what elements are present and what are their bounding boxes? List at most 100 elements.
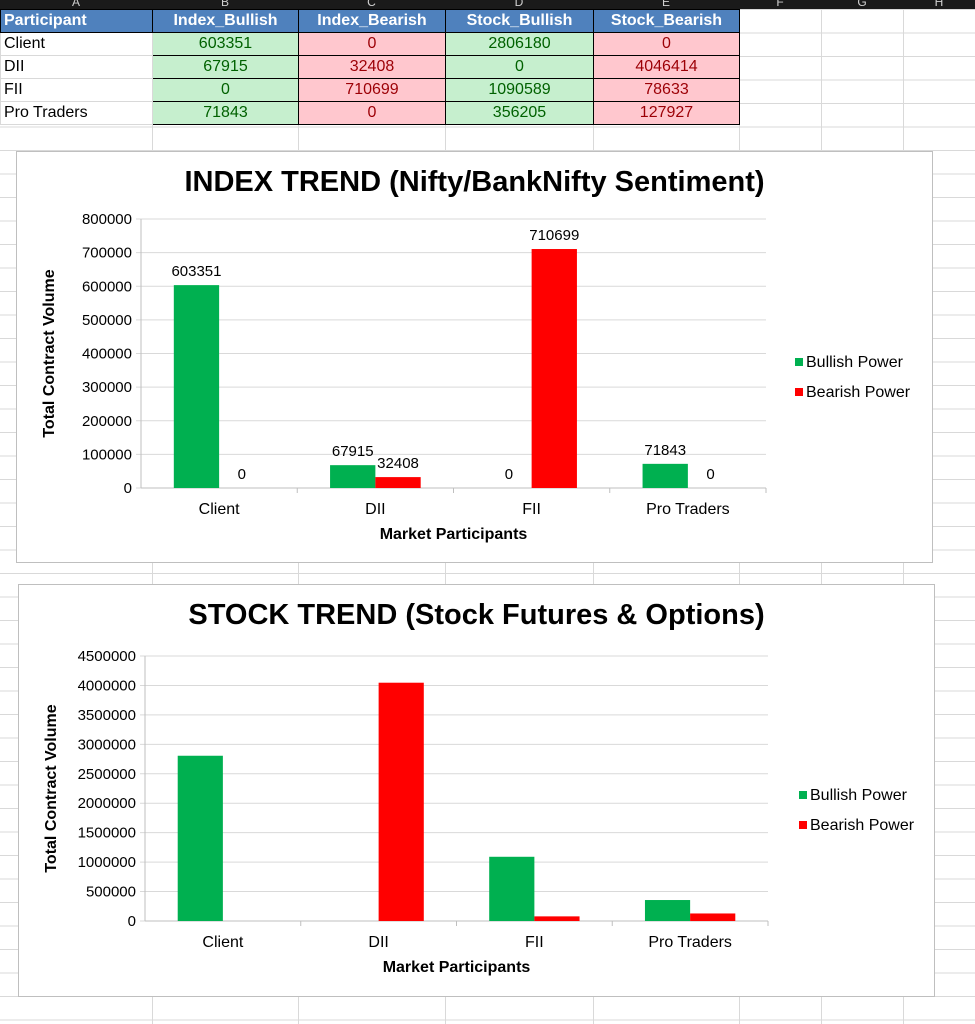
legend-swatch xyxy=(795,388,803,396)
cell-stock-bullish[interactable]: 356205 xyxy=(445,101,594,125)
x-tick-label: Pro Traders xyxy=(646,501,730,518)
data-label: 67915 xyxy=(332,443,374,460)
header-cell-participant[interactable]: Participant xyxy=(0,9,153,33)
y-tick-label: 3500000 xyxy=(78,707,136,724)
table-row: Pro Traders 71843 0 356205 127927 xyxy=(0,101,740,125)
y-tick-label: 4500000 xyxy=(78,648,136,665)
cell-stock-bullish[interactable]: 1090589 xyxy=(445,78,594,102)
cell-stock-bearish[interactable]: 0 xyxy=(593,32,740,56)
legend-label: Bearish Power xyxy=(810,817,915,834)
column-header-h[interactable]: H xyxy=(903,0,975,9)
y-tick-label: 2000000 xyxy=(78,795,136,812)
legend-label: Bullish Power xyxy=(810,787,908,804)
legend-swatch xyxy=(795,358,803,366)
x-tick-label: Client xyxy=(202,934,243,951)
cell-index-bullish[interactable]: 0 xyxy=(152,78,299,102)
y-tick-label: 400000 xyxy=(82,346,132,363)
x-tick-label: Client xyxy=(199,501,240,518)
y-tick-label: 500000 xyxy=(86,884,136,901)
cell-stock-bearish[interactable]: 4046414 xyxy=(593,55,740,79)
data-table: Participant Index_Bullish Index_Bearish … xyxy=(0,9,740,125)
column-header-f[interactable]: F xyxy=(739,0,822,9)
y-tick-label: 300000 xyxy=(82,379,132,396)
bar xyxy=(489,856,535,921)
cell-index-bullish[interactable]: 71843 xyxy=(152,101,299,125)
data-label: 32408 xyxy=(377,455,419,472)
y-tick-label: 500000 xyxy=(82,312,132,329)
header-cell-index-bullish[interactable]: Index_Bullish xyxy=(152,9,299,33)
y-tick-label: 1000000 xyxy=(78,854,136,871)
data-label: 710699 xyxy=(529,227,579,244)
y-axis-title: Total Contract Volume xyxy=(41,269,58,437)
bar xyxy=(177,755,223,921)
cell-stock-bullish[interactable]: 2806180 xyxy=(445,32,594,56)
y-tick-label: 2500000 xyxy=(78,766,136,783)
cell-participant[interactable]: DII xyxy=(0,55,153,79)
chart-title: INDEX TREND (Nifty/BankNifty Sentiment) xyxy=(184,166,765,198)
x-axis-title: Market Participants xyxy=(383,959,531,976)
x-tick-label: DII xyxy=(365,501,385,518)
index-chart-plot: 0 100000 200000 300000 400000 500000 600000 700… xyxy=(41,211,911,543)
index-trend-chart[interactable]: INDEX TREND (Nifty/BankNifty Sentiment) … xyxy=(16,151,933,563)
table-row: FII 0 710699 1090589 78633 xyxy=(0,78,740,102)
y-tick-label: 4000000 xyxy=(78,677,136,694)
legend-swatch xyxy=(799,791,807,799)
table-row: DII 67915 32408 0 4046414 xyxy=(0,55,740,79)
legend-label: Bullish Power xyxy=(806,354,904,371)
cell-index-bullish[interactable]: 603351 xyxy=(152,32,299,56)
legend-label: Bearish Power xyxy=(806,384,911,401)
data-label: 0 xyxy=(238,466,246,483)
x-axis-title: Market Participants xyxy=(380,526,528,543)
header-cell-index-bearish[interactable]: Index_Bearish xyxy=(298,9,446,33)
x-tick-label: FII xyxy=(525,934,544,951)
cell-index-bearish[interactable]: 710699 xyxy=(298,78,446,102)
header-cell-stock-bearish[interactable]: Stock_Bearish xyxy=(593,9,740,33)
y-tick-label: 0 xyxy=(124,480,132,497)
bar xyxy=(690,913,736,921)
y-tick-label: 3000000 xyxy=(78,736,136,753)
cell-index-bearish[interactable]: 0 xyxy=(298,32,446,56)
bar xyxy=(330,465,376,488)
bar xyxy=(378,682,424,921)
cell-index-bullish[interactable]: 67915 xyxy=(152,55,299,79)
cell-stock-bearish[interactable]: 78633 xyxy=(593,78,740,102)
cell-index-bearish[interactable]: 32408 xyxy=(298,55,446,79)
cell-stock-bearish[interactable]: 127927 xyxy=(593,101,740,125)
data-label: 603351 xyxy=(171,263,221,280)
header-row: Participant Index_Bullish Index_Bearish … xyxy=(0,9,740,33)
column-header-a[interactable]: A xyxy=(0,0,153,9)
cell-participant[interactable]: Pro Traders xyxy=(0,101,153,125)
data-label: 0 xyxy=(505,466,513,483)
column-header-b[interactable]: B xyxy=(152,0,299,9)
data-label: 0 xyxy=(706,466,714,483)
bar xyxy=(375,477,421,488)
cell-index-bearish[interactable]: 0 xyxy=(298,101,446,125)
column-header-g[interactable]: G xyxy=(821,0,904,9)
y-tick-label: 800000 xyxy=(82,211,132,228)
x-tick-label: FII xyxy=(522,501,541,518)
y-tick-label: 1500000 xyxy=(78,825,136,842)
bar xyxy=(173,285,220,488)
data-label: 71843 xyxy=(644,442,686,459)
x-tick-label: Pro Traders xyxy=(648,934,732,951)
table-row: Client 603351 0 2806180 0 xyxy=(0,32,740,56)
column-header-c[interactable]: C xyxy=(298,0,446,9)
legend-swatch xyxy=(799,821,807,829)
cell-stock-bullish[interactable]: 0 xyxy=(445,55,594,79)
column-header-e[interactable]: E xyxy=(593,0,740,9)
header-cell-stock-bullish[interactable]: Stock_Bullish xyxy=(445,9,594,33)
chart-title: STOCK TREND (Stock Futures & Options) xyxy=(188,599,765,631)
y-axis-title: Total Contract Volume xyxy=(43,704,60,872)
bar xyxy=(534,916,580,921)
y-tick-label: 200000 xyxy=(82,413,132,430)
bar xyxy=(531,249,577,488)
bar xyxy=(642,463,688,488)
y-tick-label: 700000 xyxy=(82,245,132,262)
cell-participant[interactable]: FII xyxy=(0,78,153,102)
y-tick-label: 600000 xyxy=(82,278,132,295)
stock-trend-chart[interactable]: STOCK TREND (Stock Futures & Options) 0 5… xyxy=(18,584,935,997)
cell-participant[interactable]: Client xyxy=(0,32,153,56)
y-tick-label: 100000 xyxy=(82,446,132,463)
x-tick-label: DII xyxy=(368,934,388,951)
column-header-d[interactable]: D xyxy=(445,0,594,9)
